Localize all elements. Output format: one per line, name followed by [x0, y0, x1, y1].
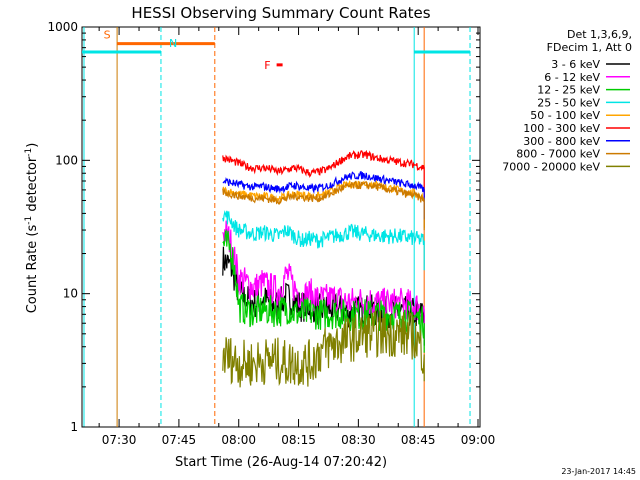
x-tick-label: 08:30: [341, 433, 376, 447]
series-line: [222, 210, 425, 271]
legend-label: 3 - 6 keV: [551, 58, 600, 71]
y-axis-label-mid: detector: [25, 156, 40, 216]
x-tick-label: 08:00: [221, 433, 256, 447]
legend-label: 50 - 100 keV: [530, 109, 600, 122]
legend-header-line2: FDecim 1, Att 0: [547, 41, 632, 54]
flag-label: N: [169, 37, 177, 50]
x-axis-ticks: 07:30 07:45 08:00 08:15 08:30 08:45 09:00: [98, 27, 496, 447]
y-axis-label-end: ): [25, 143, 40, 148]
x-tick-label: 07:45: [162, 433, 197, 447]
x-axis-label: Start Time (26-Aug-14 07:20:42): [175, 455, 387, 470]
y-axis-label-sup1: -1: [24, 216, 34, 225]
legend-label: 12 - 25 keV: [537, 84, 600, 97]
x-tick-label: 07:30: [102, 433, 137, 447]
legend-label: 100 - 300 keV: [523, 122, 600, 135]
series-line: [222, 149, 425, 198]
y-tick-label: 100: [55, 153, 78, 167]
data-series: [222, 149, 425, 388]
series-line: [222, 170, 425, 220]
series-line: [222, 228, 425, 353]
flag-label: S: [104, 29, 111, 42]
y-axis-label: Count Rate (s-1 detector-1): [24, 143, 40, 314]
x-tick-label: 08:45: [401, 433, 436, 447]
timestamp: 23-Jan-2017 14:45: [561, 467, 636, 476]
y-axis-ticks: 1 10 100 1000: [47, 20, 480, 434]
series-line: [222, 309, 425, 388]
legend-label: 800 - 7000 keV: [516, 148, 600, 161]
y-tick-label: 1: [70, 420, 78, 434]
legend-header-line1: Det 1,3,6,9,: [567, 28, 632, 41]
plot-frame: [81, 26, 481, 428]
legend-label: 25 - 50 keV: [537, 96, 600, 109]
y-axis-label-sup2: -1: [24, 148, 34, 157]
legend-label: 6 - 12 keV: [544, 71, 600, 84]
x-tick-label: 09:00: [461, 433, 496, 447]
y-tick-label: 10: [63, 287, 78, 301]
y-tick-label: 1000: [47, 20, 78, 34]
y-axis-label-main: Count Rate (s: [25, 225, 40, 314]
series-line: [222, 180, 425, 231]
series-line: [222, 179, 425, 228]
x-tick-label: 08:15: [281, 433, 316, 447]
flag-annotations: S N F: [82, 29, 471, 72]
flag-label: F: [264, 59, 270, 72]
chart-title: HESSI Observing Summary Count Rates: [131, 4, 430, 22]
series-line: [222, 220, 425, 340]
legend-label: 300 - 800 keV: [523, 135, 600, 148]
legend: Det 1,3,6,9, FDecim 1, Att 0 3 - 6 keV6 …: [502, 28, 632, 173]
legend-label: 7000 - 20000 keV: [502, 160, 600, 173]
plot-area-frame: [81, 26, 481, 428]
